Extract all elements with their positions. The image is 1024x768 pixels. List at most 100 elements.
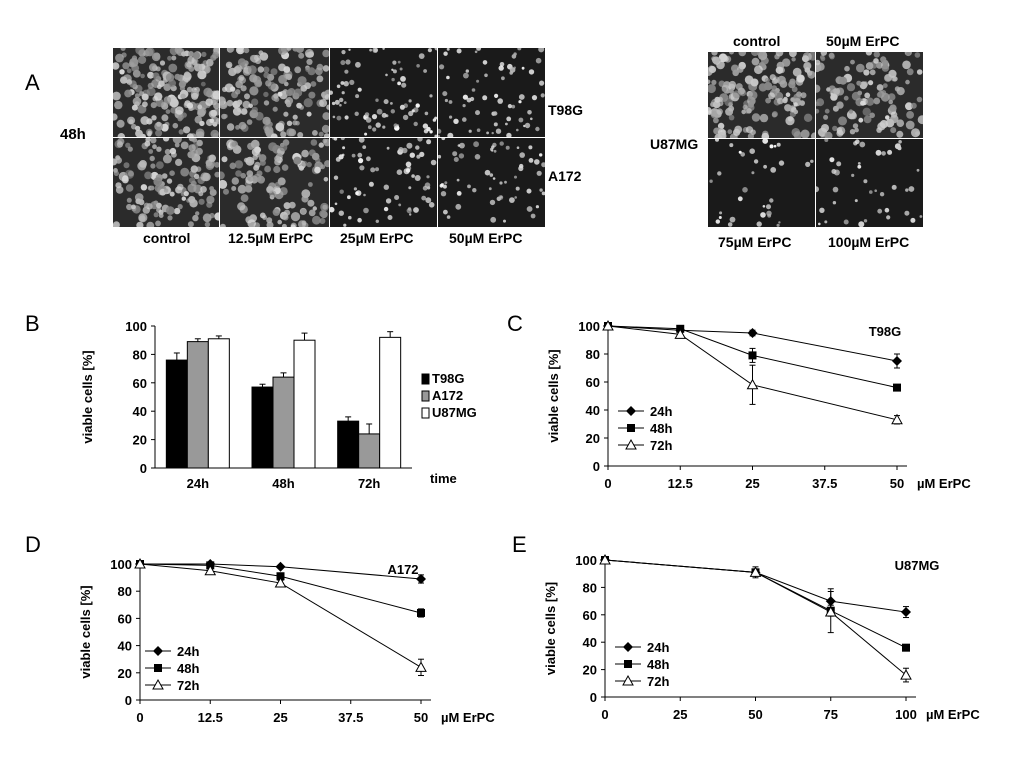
nucleus: [143, 202, 150, 209]
nucleus: [807, 70, 815, 79]
nucleus: [336, 115, 342, 121]
nucleus: [428, 202, 435, 208]
x-tick-label: 25: [273, 710, 287, 725]
nucleus: [475, 110, 480, 116]
nucleus: [462, 104, 466, 108]
nucleus: [181, 196, 186, 201]
x-tick-label: 72h: [358, 476, 380, 491]
nucleus: [493, 111, 498, 116]
nucleus: [162, 154, 172, 164]
y-axis-label: viable cells [%]: [78, 585, 93, 678]
nucleus: [152, 144, 157, 150]
nucleus: [456, 48, 462, 54]
nucleus: [916, 168, 920, 172]
nucleus: [738, 52, 747, 57]
nucleus: [886, 215, 891, 220]
nucleus: [729, 52, 734, 55]
nucleus: [492, 177, 496, 180]
nucleus: [343, 223, 347, 227]
nucleus: [117, 138, 125, 146]
nucleus: [235, 89, 241, 95]
nucleus: [830, 93, 838, 101]
nucleus: [295, 48, 304, 53]
nucleus: [174, 73, 181, 80]
nucleus: [823, 114, 829, 120]
nucleus: [530, 213, 536, 219]
nucleus: [285, 89, 293, 97]
nucleus: [323, 133, 329, 137]
u87-col-label-control: control: [733, 33, 781, 49]
nucleus: [308, 182, 313, 187]
legend-label: 72h: [647, 674, 669, 689]
nucleus: [474, 50, 478, 54]
nucleus: [864, 92, 871, 99]
nucleus: [884, 207, 890, 213]
y-tick-label: 20: [583, 663, 597, 678]
marker-diamond: [153, 646, 163, 656]
nucleus: [197, 104, 203, 110]
y-tick-label: 60: [118, 611, 132, 626]
nucleus: [149, 155, 155, 162]
nucleus: [849, 129, 856, 135]
nucleus: [762, 139, 769, 144]
nucleus: [854, 127, 859, 133]
nucleus: [447, 132, 454, 137]
nucleus: [887, 93, 896, 101]
nucleus: [257, 66, 264, 73]
nucleus: [865, 62, 874, 70]
nucleus: [348, 215, 352, 220]
x-tick-label: 50: [414, 710, 428, 725]
nucleus: [517, 48, 522, 51]
micrograph-a172-12-5um: [220, 138, 329, 227]
nucleus: [541, 162, 545, 168]
nucleus: [495, 128, 502, 134]
nucleus: [527, 110, 532, 115]
legend-swatch: [421, 407, 430, 419]
nucleus: [824, 220, 828, 224]
nucleus: [259, 52, 269, 61]
nucleus: [334, 99, 340, 105]
nucleus: [153, 177, 163, 186]
nucleus: [340, 60, 346, 66]
nucleus: [916, 96, 923, 103]
nucleus: [908, 186, 915, 192]
nucleus: [214, 212, 219, 221]
nucleus: [769, 144, 774, 149]
nucleus: [273, 165, 281, 174]
nucleus: [158, 80, 165, 87]
nucleus: [297, 76, 307, 86]
nucleus: [318, 142, 324, 148]
nucleus: [357, 217, 362, 223]
nucleus: [181, 51, 187, 57]
nucleus: [531, 95, 538, 101]
marker-diamond: [626, 406, 636, 416]
nucleus: [339, 189, 344, 194]
nucleus: [155, 129, 163, 137]
nucleus: [283, 66, 291, 73]
marker-square: [893, 383, 901, 392]
nucleus: [341, 50, 346, 55]
nucleus: [462, 94, 468, 100]
nucleus: [869, 190, 873, 194]
nucleus: [259, 212, 266, 219]
nucleus: [818, 222, 821, 226]
nucleus: [513, 52, 517, 56]
nucleus: [253, 173, 262, 182]
nucleus: [788, 80, 796, 89]
x-tick-label: 48h: [272, 476, 294, 491]
nucleus: [169, 191, 175, 197]
nucleus: [455, 203, 462, 210]
nucleus: [188, 196, 196, 204]
nucleus: [206, 58, 214, 67]
nucleus: [715, 219, 720, 224]
nucleus: [505, 122, 508, 126]
col-label-12-5um: 12.5µM ErPC: [228, 230, 314, 246]
nucleus: [147, 71, 155, 79]
nucleus: [857, 90, 863, 96]
nucleus: [341, 91, 345, 95]
nucleus: [307, 199, 315, 207]
nucleus: [796, 74, 805, 83]
nucleus: [824, 108, 830, 114]
nucleus: [274, 155, 281, 162]
x-axis-label: µM ErPC: [926, 707, 980, 722]
